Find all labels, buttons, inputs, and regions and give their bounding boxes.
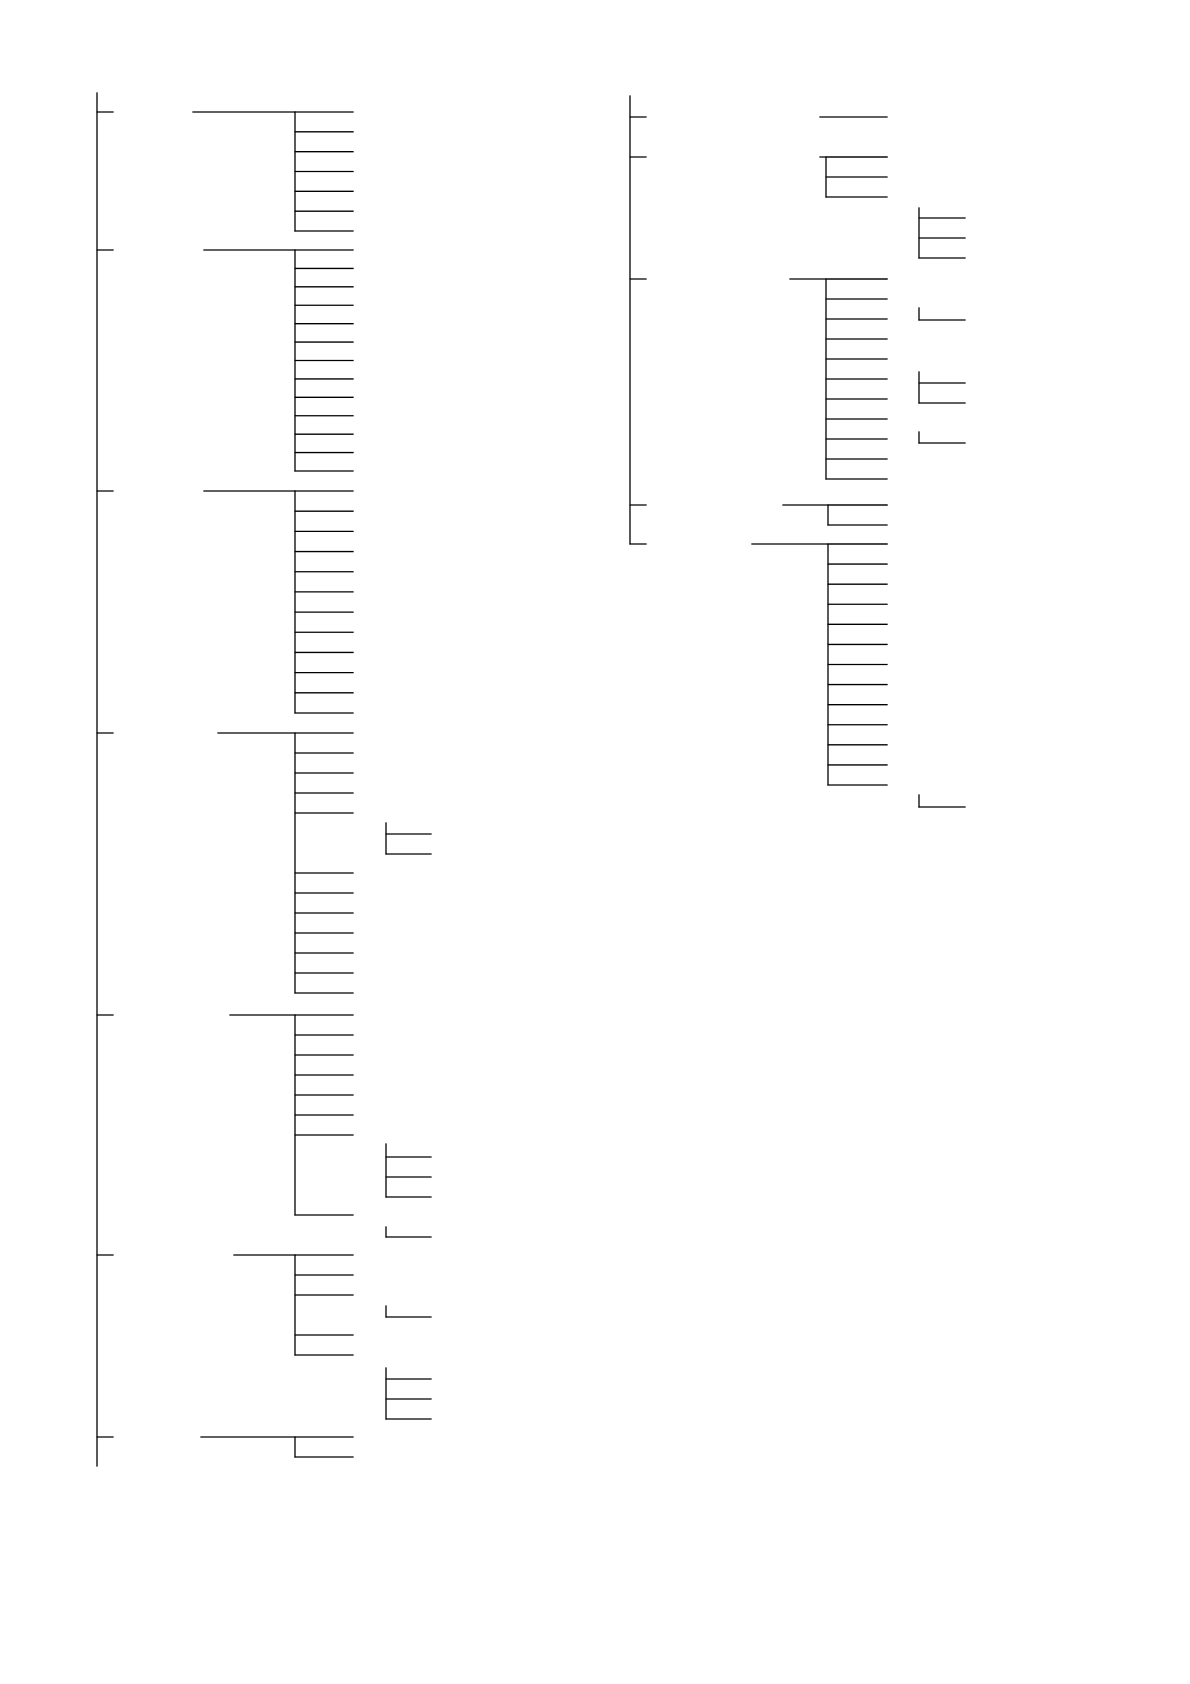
left-tree xyxy=(96,92,432,1467)
right-tree xyxy=(629,95,966,808)
